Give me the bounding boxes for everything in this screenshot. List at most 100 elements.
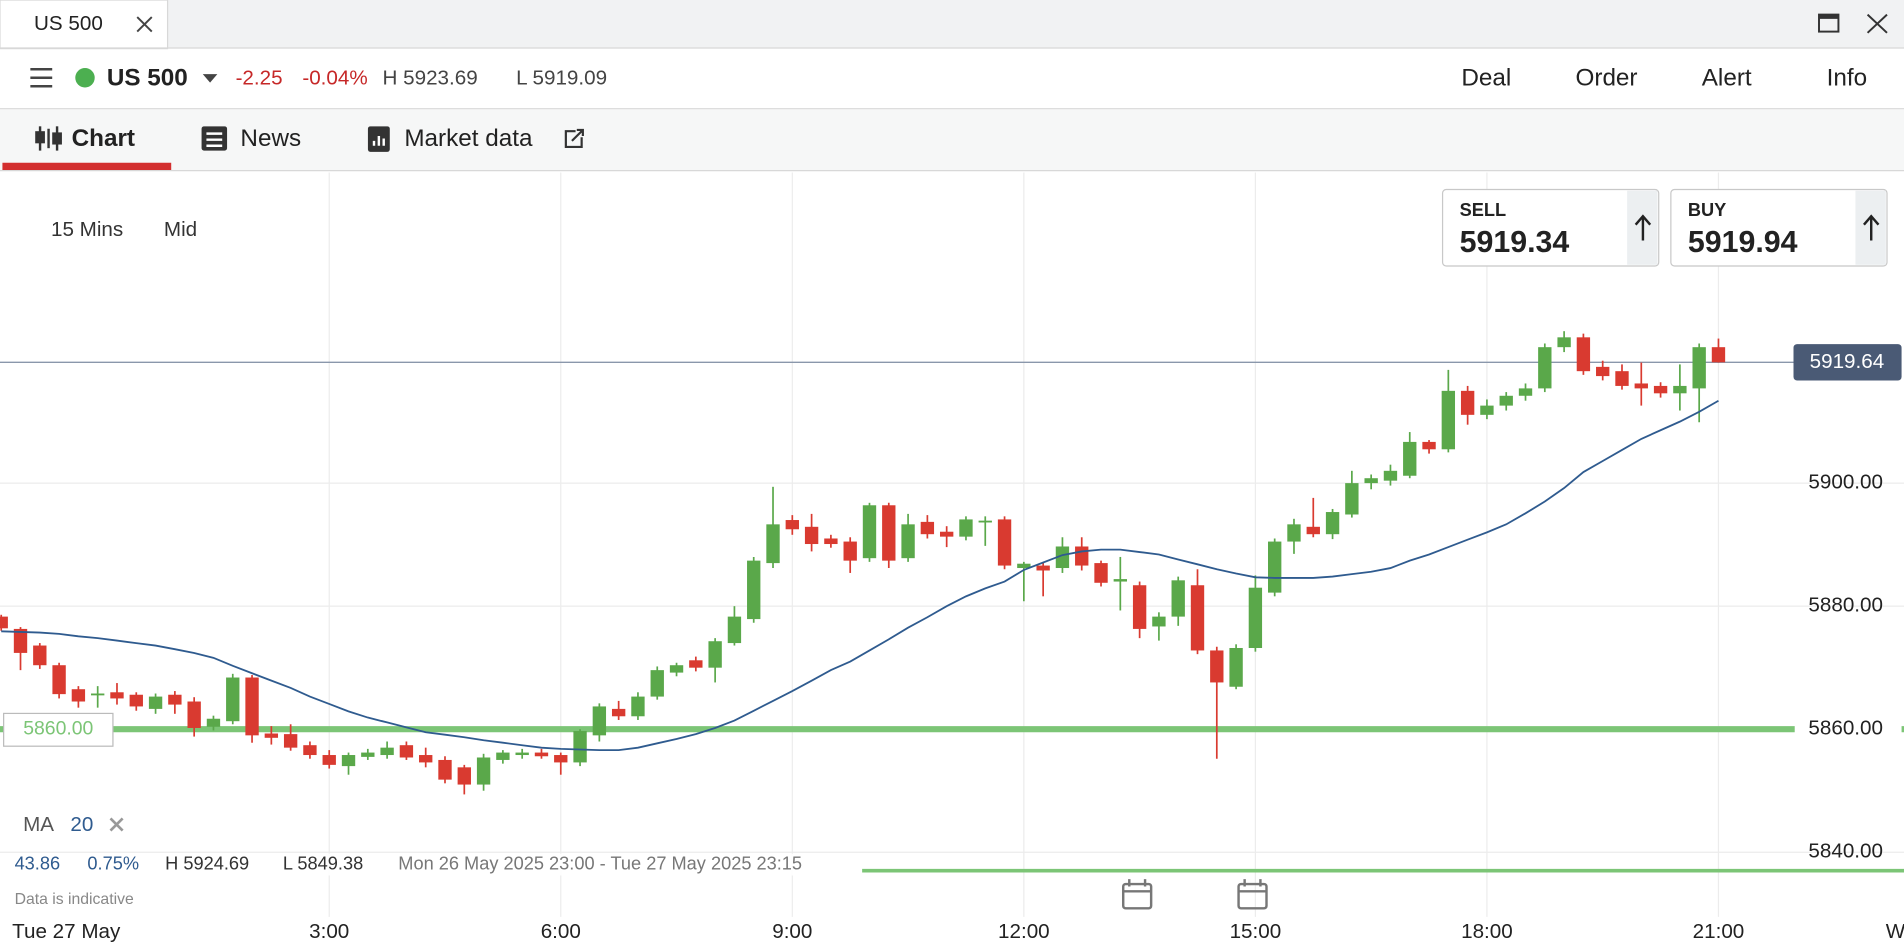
candle-body bbox=[1094, 563, 1108, 583]
candle-body bbox=[1036, 565, 1050, 571]
candle-body bbox=[997, 519, 1012, 566]
action[interactable]: Order bbox=[1575, 64, 1637, 91]
candle-body bbox=[959, 519, 973, 537]
tab-bar bbox=[0, 109, 1904, 171]
x-tick-label: 15:00 bbox=[1230, 920, 1282, 943]
sell-price: 5919.34 bbox=[1460, 226, 1570, 259]
market-tab-icon bbox=[367, 126, 390, 152]
change-pct: -0.04% bbox=[302, 66, 367, 89]
disclaimer: Data is indicative bbox=[15, 891, 134, 908]
candles bbox=[0, 331, 1726, 795]
candle-body bbox=[168, 694, 182, 705]
stats-bg bbox=[3, 853, 860, 876]
event-icon[interactable] bbox=[1237, 879, 1268, 910]
candle-body bbox=[303, 745, 317, 756]
close-window[interactable] bbox=[1866, 13, 1888, 34]
y-tick-label: 5880.00 bbox=[1808, 594, 1883, 617]
candle-body bbox=[380, 747, 394, 756]
candle-body bbox=[1113, 579, 1128, 582]
candle-body bbox=[1653, 385, 1668, 394]
window-bar bbox=[0, 0, 1904, 48]
candle-body bbox=[361, 752, 375, 757]
menu[interactable] bbox=[30, 68, 53, 88]
candle-body bbox=[1422, 441, 1436, 450]
candle-body bbox=[592, 706, 607, 736]
candle-body bbox=[843, 541, 857, 561]
maximize[interactable] bbox=[1818, 13, 1840, 33]
external-link[interactable] bbox=[564, 128, 584, 149]
candle-body bbox=[1538, 347, 1552, 389]
candle-body bbox=[650, 670, 664, 697]
range-pct: 0.75% bbox=[87, 853, 139, 873]
candle-body bbox=[438, 759, 452, 780]
x-tick-label: 9:00 bbox=[772, 920, 812, 943]
candle-body bbox=[1325, 512, 1340, 535]
tab[interactable]: Market data bbox=[404, 125, 533, 152]
y-tick-label: 5840.00 bbox=[1808, 840, 1883, 863]
buy-label: BUY bbox=[1688, 200, 1726, 220]
ma-remove[interactable] bbox=[109, 817, 124, 832]
candle-body bbox=[399, 745, 414, 758]
sell-box[interactable] bbox=[1441, 188, 1660, 267]
instrument-dropdown[interactable] bbox=[202, 74, 218, 83]
candle-body bbox=[13, 628, 28, 653]
period-low: L 5849.38 bbox=[283, 853, 363, 873]
interval[interactable]: 15 Mins bbox=[51, 218, 123, 241]
candle-body bbox=[283, 734, 298, 748]
candle-body bbox=[91, 693, 105, 696]
change: -2.25 bbox=[236, 66, 283, 89]
action[interactable]: Info bbox=[1827, 64, 1867, 91]
level-label: 5860.00 bbox=[23, 717, 93, 739]
candle-body bbox=[689, 660, 703, 668]
buy-box[interactable] bbox=[1670, 188, 1888, 267]
candle-body bbox=[669, 665, 684, 673]
candle-body bbox=[0, 616, 8, 629]
date-label: Tue 27 May bbox=[12, 920, 121, 943]
candle-body bbox=[1268, 541, 1282, 593]
candle-body bbox=[1499, 395, 1513, 406]
date-label: W bbox=[1886, 920, 1904, 943]
price-type[interactable]: Mid bbox=[164, 218, 197, 241]
action[interactable]: Alert bbox=[1702, 64, 1752, 91]
candle-body bbox=[226, 677, 240, 722]
candle-body bbox=[71, 689, 86, 702]
ma-label: MA bbox=[23, 813, 54, 836]
candle-body bbox=[939, 531, 954, 537]
levels bbox=[0, 361, 1904, 873]
candle-body bbox=[534, 752, 549, 757]
candle-body bbox=[1576, 337, 1591, 372]
candle-body bbox=[1171, 580, 1185, 617]
event-icon[interactable] bbox=[1122, 879, 1153, 910]
candle-body bbox=[804, 526, 819, 545]
candle-body bbox=[1403, 441, 1417, 476]
range: 43.86 bbox=[15, 853, 61, 873]
candle-body bbox=[1518, 388, 1533, 396]
close-tab[interactable] bbox=[136, 16, 153, 33]
candle-body bbox=[1441, 390, 1456, 450]
candle-body bbox=[264, 733, 279, 738]
candle-body bbox=[785, 520, 799, 530]
candle-body bbox=[708, 641, 722, 668]
day-low: L 5919.09 bbox=[516, 66, 607, 89]
tab[interactable]: News bbox=[240, 125, 301, 152]
candle-body bbox=[1615, 371, 1629, 386]
moving-average bbox=[1, 399, 1719, 752]
window-tab[interactable] bbox=[0, 0, 169, 50]
candle-body bbox=[1634, 383, 1648, 389]
candle-body bbox=[457, 767, 471, 785]
ma-period: 20 bbox=[70, 813, 93, 836]
news-tab-icon bbox=[201, 126, 228, 151]
level-tag bbox=[3, 712, 114, 747]
action[interactable]: Deal bbox=[1461, 64, 1511, 91]
candle-body bbox=[33, 645, 47, 666]
instrument[interactable]: US 500 bbox=[107, 64, 188, 91]
period-range: Mon 26 May 2025 23:00 - Tue 27 May 2025 … bbox=[398, 853, 802, 873]
day-high: H 5923.69 bbox=[383, 66, 478, 89]
candle-body bbox=[1673, 385, 1687, 394]
grid bbox=[0, 172, 1904, 917]
tab[interactable]: Chart bbox=[72, 125, 135, 152]
window-tab-title: US 500 bbox=[34, 12, 103, 35]
candle-body bbox=[901, 524, 915, 559]
candle-body bbox=[129, 694, 143, 707]
